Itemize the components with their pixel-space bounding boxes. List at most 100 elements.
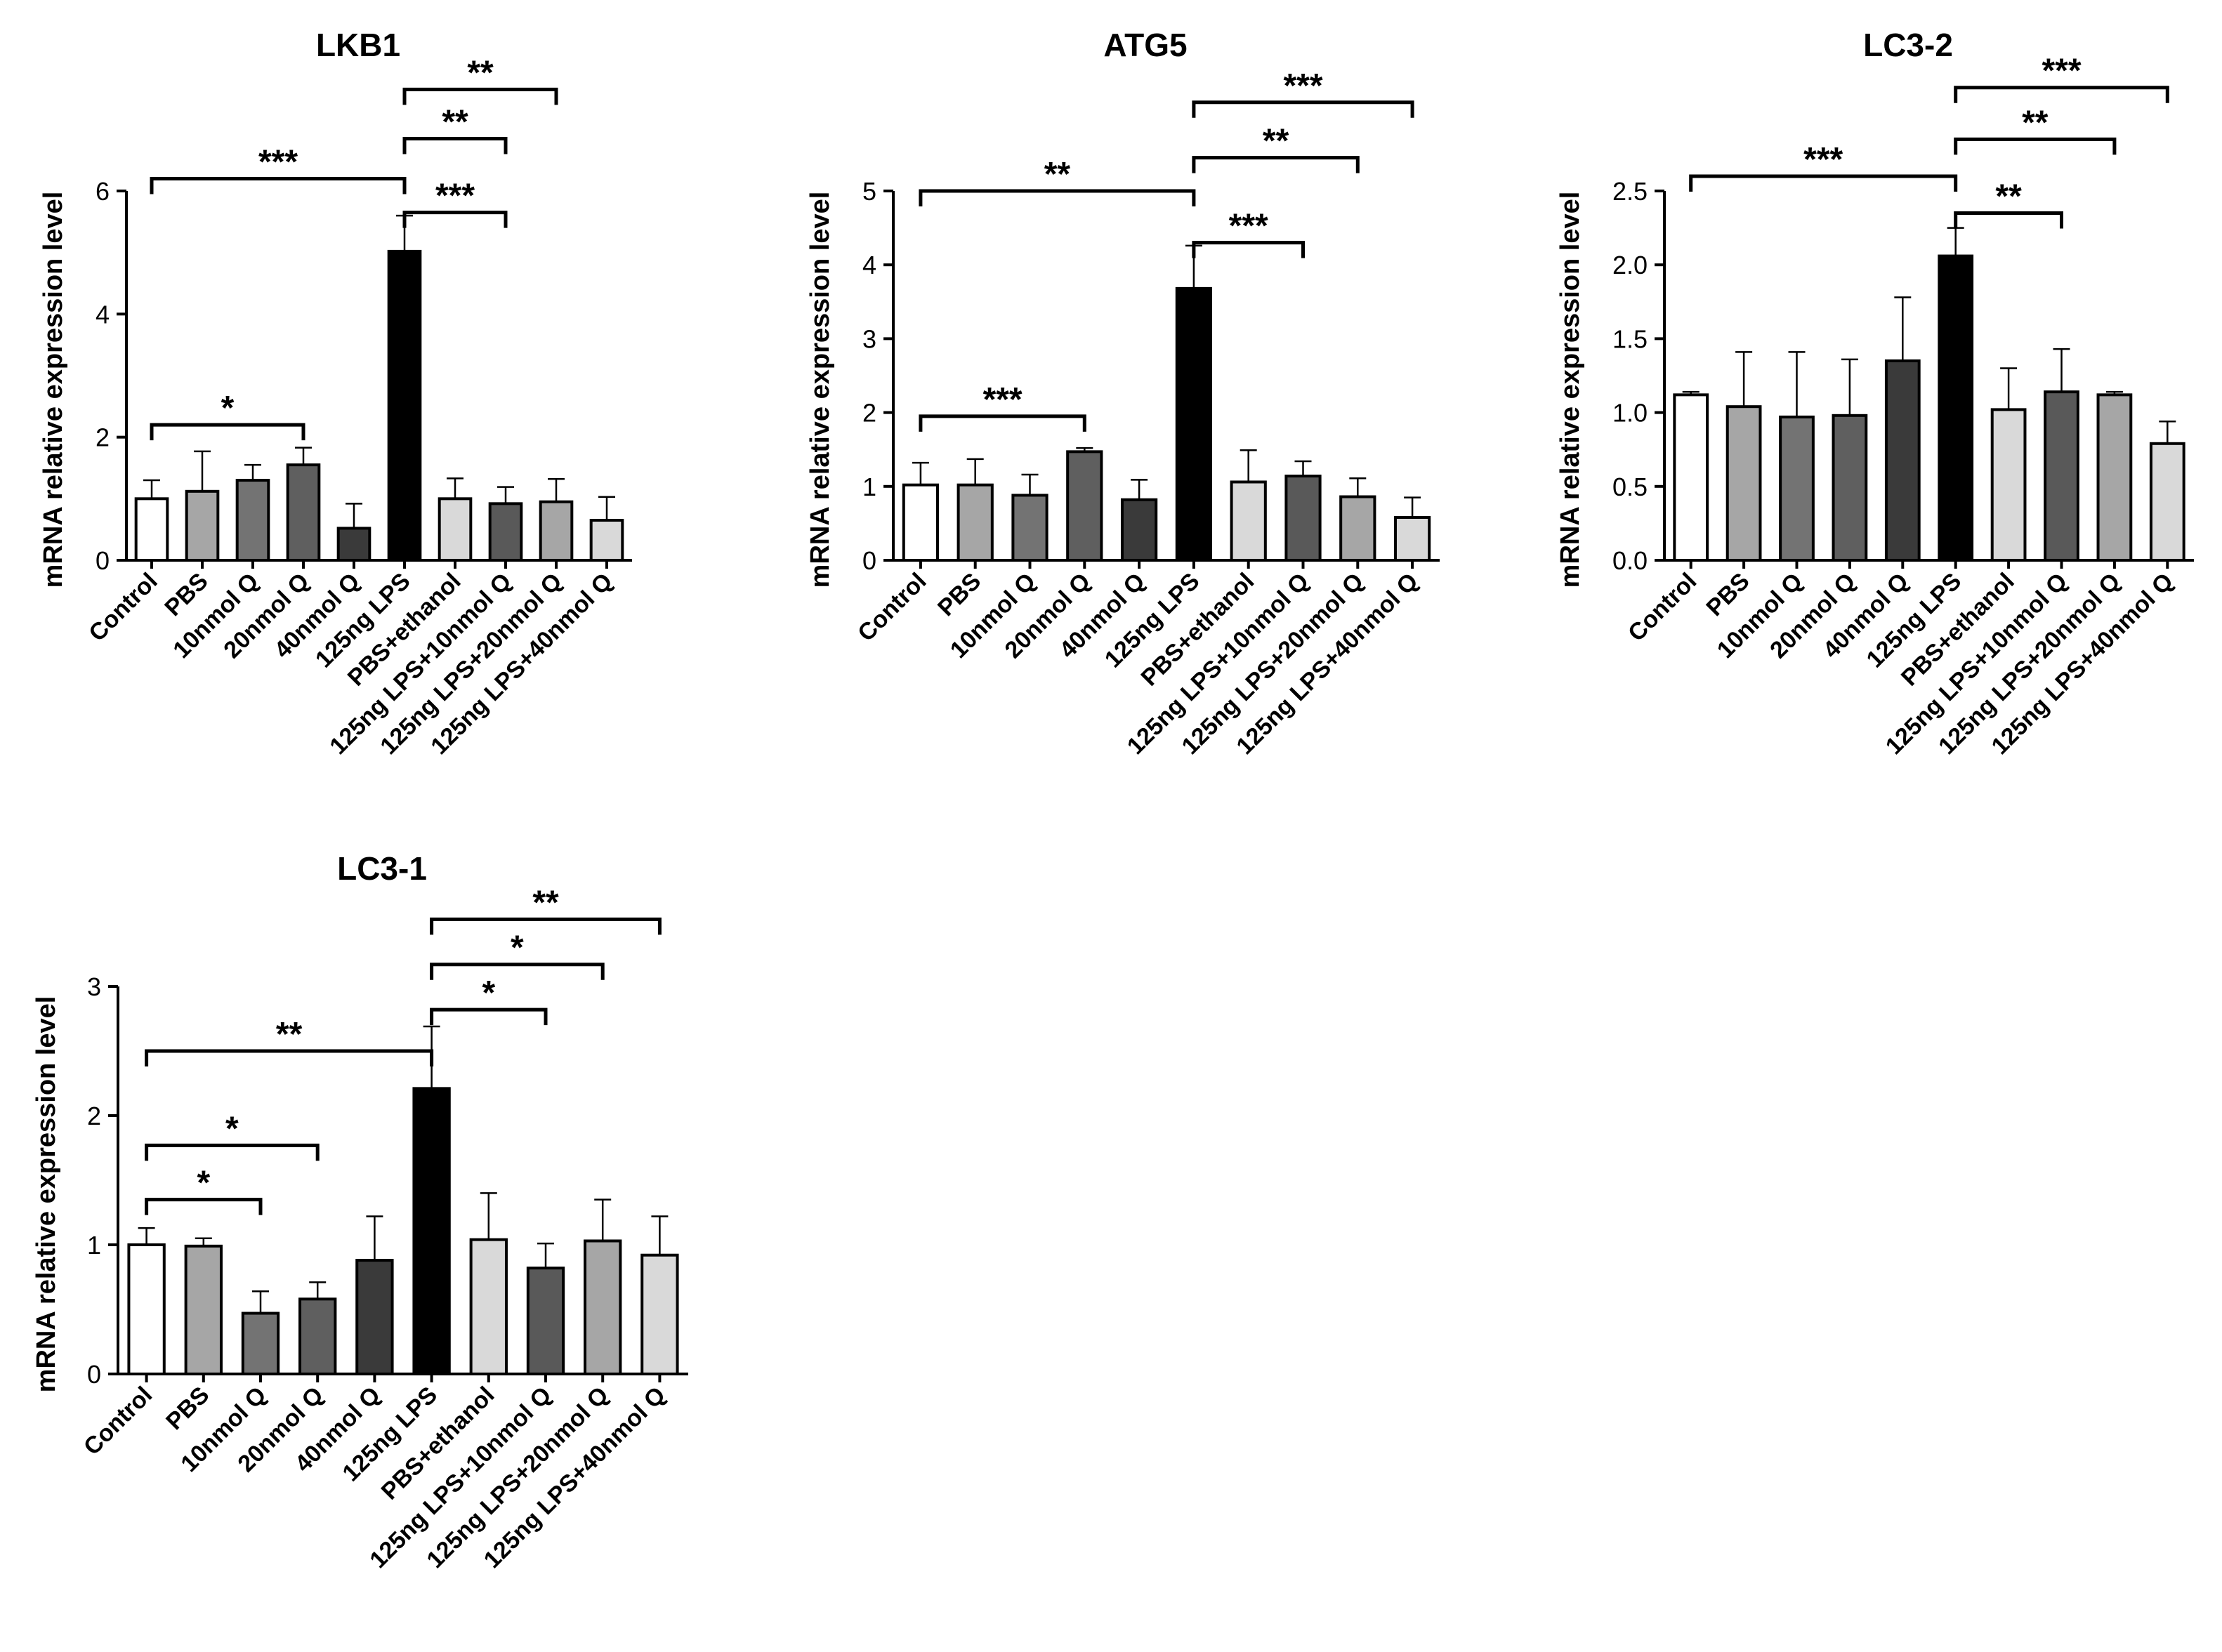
chart-panel-1: LKB1 mRNA relative expression level 0 2 4 6 Co… xyxy=(39,27,632,760)
bar xyxy=(1175,286,1213,562)
significance-label: *** xyxy=(258,143,298,180)
significance-label: ** xyxy=(1044,156,1071,193)
y-tick-label: 1.5 xyxy=(1612,324,1648,353)
significance-bracket xyxy=(919,189,1196,206)
bar xyxy=(1120,498,1158,562)
y-tick-label: 0.5 xyxy=(1612,473,1648,501)
significance-bracket xyxy=(430,963,605,980)
chart-title: ATG5 xyxy=(1103,27,1187,63)
significance-label: * xyxy=(221,390,235,427)
bar xyxy=(1779,415,1815,562)
x-tick-label: Control xyxy=(79,1382,157,1460)
bar xyxy=(1832,414,1868,562)
y-tick-label: 1 xyxy=(862,473,876,501)
significance-bracket xyxy=(1192,241,1305,258)
bar xyxy=(1066,450,1103,562)
significance-label: *** xyxy=(1229,208,1268,245)
bar xyxy=(1230,480,1267,562)
y-tick-label: 3 xyxy=(862,324,876,353)
significance-label: ** xyxy=(1263,123,1289,160)
significance-bracket xyxy=(919,414,1086,432)
y-tick-label: 2 xyxy=(87,1102,101,1130)
significance-label: ** xyxy=(1995,178,2022,216)
chart-title: LKB1 xyxy=(316,27,400,63)
significance-bracket xyxy=(402,211,508,228)
significance-label: *** xyxy=(1803,141,1843,178)
y-tick-label: 2.0 xyxy=(1612,251,1648,279)
y-tick-label: 4 xyxy=(862,251,876,279)
significance-bracket xyxy=(145,1049,434,1066)
bar xyxy=(1339,495,1376,562)
significance-label: * xyxy=(482,974,495,1012)
bar xyxy=(469,1238,508,1376)
significance-label: * xyxy=(511,930,524,967)
significance-label: ** xyxy=(2022,104,2049,141)
significance-bracket xyxy=(1192,156,1360,173)
bar xyxy=(640,1253,679,1375)
y-axis-label: mRNA relative expression level xyxy=(1556,192,1585,588)
significance-bracket xyxy=(430,1007,548,1026)
y-tick-label: 0 xyxy=(87,1360,101,1389)
significance-label: *** xyxy=(435,178,475,215)
significance-label: * xyxy=(225,1110,239,1147)
bar xyxy=(2096,393,2133,562)
bar xyxy=(902,483,940,562)
significance-bracket xyxy=(402,136,508,154)
y-tick-label: 2.5 xyxy=(1612,177,1648,206)
bar xyxy=(1284,475,1322,562)
bar xyxy=(127,1243,166,1375)
bar xyxy=(355,1259,394,1375)
y-tick-label: 0.0 xyxy=(1612,546,1648,575)
significance-bracket xyxy=(430,917,662,935)
significance-label: ** xyxy=(442,103,468,140)
significance-bracket xyxy=(1954,137,2117,155)
x-tick-label: Control xyxy=(1623,568,1702,647)
bar xyxy=(2044,390,2079,562)
significance-label: ** xyxy=(532,884,559,921)
y-tick-label: 2 xyxy=(862,399,876,428)
significance-bracket xyxy=(145,1143,320,1161)
bar xyxy=(526,1267,565,1375)
x-tick-label: Control xyxy=(84,568,162,647)
bar xyxy=(956,483,994,562)
bar xyxy=(438,497,473,562)
significance-bracket xyxy=(150,423,305,441)
significance-bracket xyxy=(150,176,407,194)
bar xyxy=(286,463,321,562)
y-tick-label: 4 xyxy=(96,300,110,329)
y-tick-label: 0 xyxy=(96,546,110,575)
y-tick-label: 2 xyxy=(96,423,110,452)
y-tick-label: 0 xyxy=(862,546,876,575)
bar xyxy=(584,1239,622,1375)
bar xyxy=(1673,393,1709,562)
bar xyxy=(2149,442,2185,562)
x-tick-label: Control xyxy=(853,568,931,647)
bar xyxy=(1393,515,1431,562)
bar xyxy=(1725,405,1762,562)
significance-label: *** xyxy=(1283,67,1322,105)
significance-bracket xyxy=(1689,174,1958,192)
bar xyxy=(134,497,169,562)
significance-bracket xyxy=(1192,100,1414,118)
significance-bracket xyxy=(145,1198,263,1215)
y-axis-label: mRNA relative expression level xyxy=(806,192,835,588)
bar xyxy=(298,1297,337,1376)
bar xyxy=(235,479,270,562)
chart-panel-3: LC3-2 mRNA relative expression level 0.0 0.… xyxy=(1556,27,2194,760)
bar xyxy=(336,527,372,562)
significance-label: ** xyxy=(467,54,494,91)
significance-bracket xyxy=(402,87,558,105)
significance-label: *** xyxy=(2042,53,2081,90)
y-tick-label: 3 xyxy=(87,972,101,1001)
y-axis-label: mRNA relative expression level xyxy=(39,192,68,588)
bar xyxy=(241,1311,280,1376)
significance-bracket xyxy=(1954,211,2063,229)
y-axis-label: mRNA relative expression level xyxy=(32,996,61,1393)
y-tick-label: 6 xyxy=(96,177,110,206)
significance-bracket xyxy=(1954,86,2169,103)
bar xyxy=(412,1087,451,1375)
bar xyxy=(184,1244,223,1375)
bar xyxy=(185,489,220,562)
significance-label: ** xyxy=(276,1016,303,1053)
